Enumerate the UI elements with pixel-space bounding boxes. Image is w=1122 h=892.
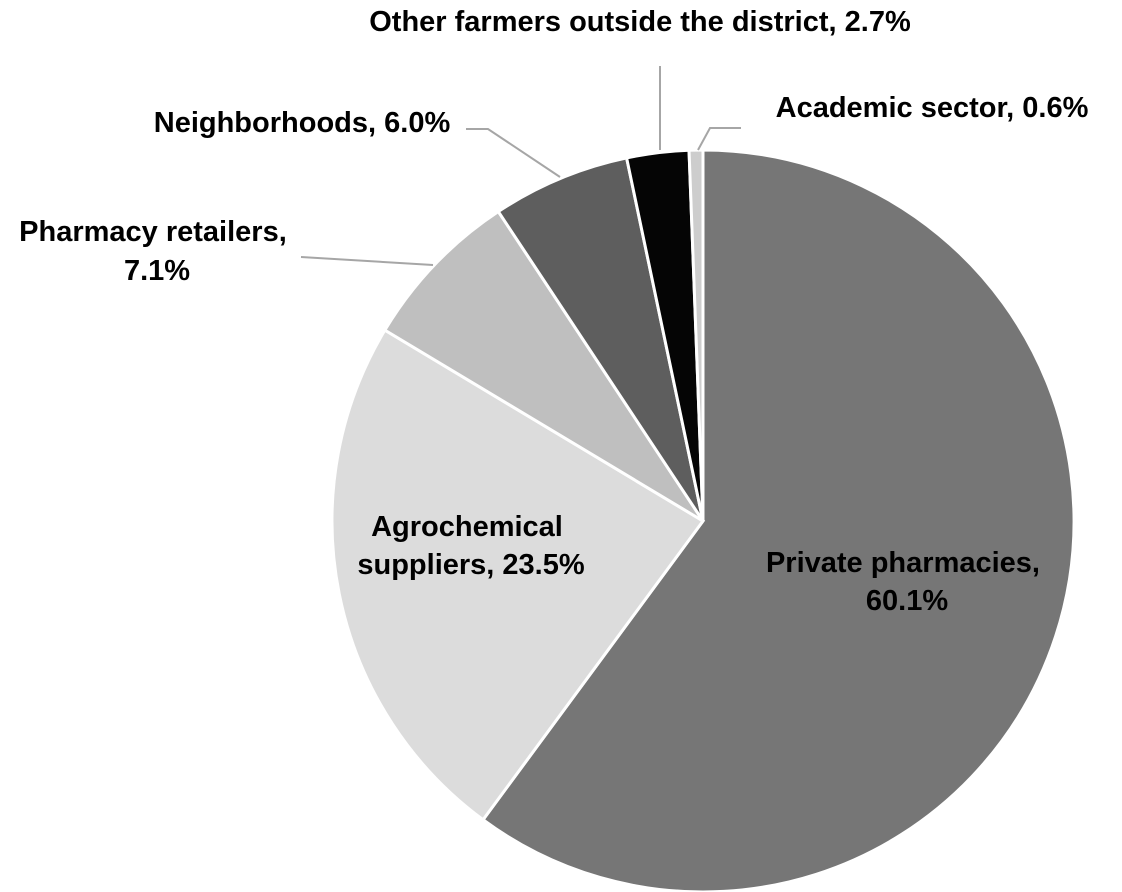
pie-slice-neighborhoods <box>496 156 705 522</box>
data-label-pharmacy-retailers: Pharmacy retailers, 7.1% <box>19 216 295 287</box>
pie-slices <box>330 148 1076 892</box>
leader-line-pharmacy-retailers <box>300 256 434 266</box>
pie-slice-academic-sector <box>687 148 705 522</box>
pie-slice-private-pharmacies <box>480 148 1076 892</box>
data-label-neighborhoods: Neighborhoods, 6.0% <box>154 107 451 139</box>
leader-line-academic-sector <box>697 127 741 151</box>
pie-slice-agrochemical-suppliers <box>330 328 706 822</box>
data-label-academic-sector: Academic sector, 0.6% <box>776 92 1089 124</box>
data-label-other-farmers: Other farmers outside the district, 2.7% <box>369 6 911 38</box>
leader-lines <box>300 66 741 266</box>
pie-slice-pharmacy-retailers <box>382 209 705 523</box>
data-labels: Private pharmacies, 60.1% Agrochemical s… <box>19 6 1088 617</box>
leader-line-neighborhoods <box>466 128 561 178</box>
data-label-agrochemical-suppliers: Agrochemical suppliers, 23.5% <box>357 511 584 581</box>
data-label-private-pharmacies: Private pharmacies, 60.1% <box>766 547 1048 617</box>
